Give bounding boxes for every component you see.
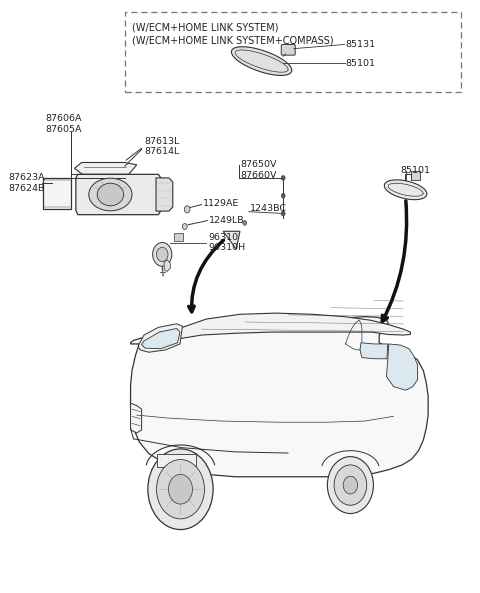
Circle shape — [182, 224, 187, 229]
Polygon shape — [384, 180, 427, 200]
FancyBboxPatch shape — [411, 171, 420, 180]
Polygon shape — [167, 313, 410, 344]
Polygon shape — [131, 317, 428, 477]
Text: 87624B: 87624B — [9, 184, 45, 193]
Circle shape — [327, 457, 373, 514]
Circle shape — [148, 449, 213, 530]
Circle shape — [334, 465, 367, 505]
Polygon shape — [156, 178, 173, 211]
Polygon shape — [223, 231, 240, 249]
Text: 87605A: 87605A — [46, 125, 82, 134]
Text: 87614L: 87614L — [144, 147, 179, 157]
Polygon shape — [386, 344, 418, 390]
Circle shape — [281, 193, 285, 198]
Polygon shape — [138, 324, 182, 352]
Polygon shape — [360, 343, 388, 359]
Bar — [174, 233, 183, 241]
Text: 87623A: 87623A — [9, 173, 45, 183]
Text: 1129AE: 1129AE — [203, 199, 239, 209]
Polygon shape — [43, 178, 71, 209]
Circle shape — [343, 476, 358, 494]
Text: 96310: 96310 — [209, 232, 239, 242]
FancyBboxPatch shape — [281, 44, 295, 55]
Text: 87660V: 87660V — [240, 171, 276, 180]
Text: 87606A: 87606A — [46, 114, 82, 123]
Circle shape — [184, 206, 190, 213]
Text: 85131: 85131 — [346, 40, 376, 49]
Ellipse shape — [89, 178, 132, 211]
Polygon shape — [231, 47, 292, 75]
Text: (W/ECM+HOME LINK SYSTEM+COMPASS): (W/ECM+HOME LINK SYSTEM+COMPASS) — [132, 36, 334, 46]
Circle shape — [281, 176, 285, 180]
Text: 85101: 85101 — [346, 59, 375, 68]
Circle shape — [156, 247, 168, 262]
Circle shape — [156, 460, 204, 519]
FancyBboxPatch shape — [125, 12, 461, 92]
Circle shape — [168, 474, 192, 504]
Text: 1249LB: 1249LB — [209, 216, 244, 225]
Circle shape — [243, 221, 247, 225]
Polygon shape — [131, 403, 142, 433]
Text: 87650V: 87650V — [240, 160, 276, 170]
Circle shape — [281, 211, 285, 216]
Text: 1243BC: 1243BC — [250, 204, 287, 213]
Text: 85101: 85101 — [401, 166, 431, 176]
Polygon shape — [74, 162, 137, 174]
Text: (W/ECM+HOME LINK SYSTEM): (W/ECM+HOME LINK SYSTEM) — [132, 23, 278, 33]
FancyBboxPatch shape — [157, 454, 196, 467]
Text: 96310H: 96310H — [209, 243, 246, 253]
Polygon shape — [164, 260, 170, 272]
Polygon shape — [142, 329, 180, 349]
Circle shape — [153, 243, 172, 266]
Polygon shape — [76, 174, 161, 215]
Text: 87613L: 87613L — [144, 136, 180, 146]
Ellipse shape — [97, 183, 124, 206]
